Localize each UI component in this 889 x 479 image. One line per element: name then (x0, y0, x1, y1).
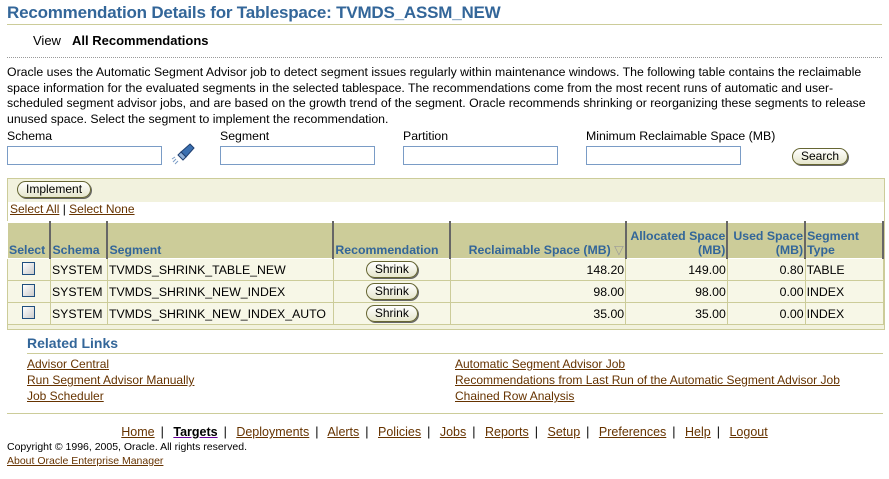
col-schema[interactable]: Schema (49, 221, 109, 259)
select-none-link[interactable]: Select None (69, 202, 135, 216)
row-checkbox[interactable] (22, 283, 36, 297)
cell-type: TABLE (804, 258, 884, 281)
footer-reports-link[interactable]: Reports (484, 425, 529, 439)
partition-input[interactable] (403, 146, 558, 165)
row-checkbox[interactable] (22, 261, 36, 275)
cell-schema: SYSTEM (49, 258, 108, 281)
segment-input[interactable] (220, 146, 375, 165)
cell-segment: TVMDS_SHRINK_TABLE_NEW (106, 258, 334, 281)
last-run-recommendations-link[interactable]: Recommendations from Last Run of the Aut… (455, 373, 840, 387)
view-value: All Recommendations (72, 33, 209, 48)
recommendations-table: Select Schema Segment Recommendation Rec… (7, 221, 884, 325)
view-label: View (33, 33, 61, 48)
cell-reclaimable: 35.00 (449, 302, 627, 325)
chained-row-analysis-link[interactable]: Chained Row Analysis (455, 389, 575, 403)
cell-type: INDEX (804, 302, 884, 325)
col-used[interactable]: Used Space (MB) (726, 221, 807, 259)
table-row: SYSTEM TVMDS_SHRINK_NEW_INDEX_AUTO Shrin… (7, 302, 884, 325)
cell-type: INDEX (804, 280, 884, 303)
cell-allocated: 149.00 (625, 258, 728, 281)
cell-reclaimable: 148.20 (449, 258, 627, 281)
segment-label: Segment (220, 129, 270, 143)
implement-button[interactable]: Implement (17, 181, 92, 198)
cell-schema: SYSTEM (49, 280, 108, 303)
footer-targets-link[interactable]: Targets (173, 425, 218, 439)
min-space-label: Minimum Reclaimable Space (MB) (586, 129, 776, 143)
footer-setup-link[interactable]: Setup (547, 425, 581, 439)
cell-segment: TVMDS_SHRINK_NEW_INDEX (106, 280, 334, 303)
description: Oracle uses the Automatic Segment Adviso… (7, 65, 866, 126)
separator: | (62, 202, 70, 216)
selection-links: Select All | Select None (8, 202, 884, 221)
footer-jobs-link[interactable]: Jobs (439, 425, 467, 439)
footer-deployments-link[interactable]: Deployments (236, 425, 310, 439)
footer-help-link[interactable]: Help (685, 425, 711, 439)
divider (7, 24, 882, 25)
cell-used: 0.00 (726, 302, 806, 325)
search-button[interactable]: Search (792, 148, 849, 165)
divider (7, 413, 883, 414)
table-row: SYSTEM TVMDS_SHRINK_TABLE_NEW Shrink 148… (7, 258, 884, 281)
divider (27, 353, 883, 354)
footer-nav: Home | Targets | Deployments | Alerts | Poli… (121, 425, 768, 439)
col-segment[interactable]: Segment (106, 221, 335, 259)
job-scheduler-link[interactable]: Job Scheduler (27, 389, 104, 403)
col-allocated[interactable]: Allocated Space (MB) (625, 221, 729, 259)
footer-policies-link[interactable]: Policies (378, 425, 422, 439)
advisor-central-link[interactable]: Advisor Central (27, 357, 110, 371)
shrink-button[interactable]: Shrink (365, 261, 418, 278)
cell-used: 0.80 (726, 258, 806, 281)
schema-label: Schema (7, 129, 53, 143)
footer-logout-link[interactable]: Logout (729, 425, 768, 439)
sort-descending-icon: ▽ (614, 243, 624, 257)
col-reclaimable-label: Reclaimable Space (MB) (468, 243, 611, 257)
schema-input[interactable] (7, 146, 162, 165)
related-links-title: Related Links (27, 335, 119, 351)
footer-preferences-link[interactable]: Preferences (598, 425, 667, 439)
cell-used: 0.00 (726, 280, 806, 303)
cell-segment: TVMDS_SHRINK_NEW_INDEX_AUTO (106, 302, 334, 325)
cell-reclaimable: 98.00 (449, 280, 627, 303)
partition-label: Partition (403, 129, 449, 143)
about-oem-link[interactable]: About Oracle Enterprise Manager (7, 455, 164, 467)
cell-schema: SYSTEM (49, 302, 108, 325)
run-segment-advisor-link[interactable]: Run Segment Advisor Manually (27, 373, 195, 387)
row-checkbox[interactable] (22, 305, 36, 319)
col-select: Select (7, 221, 52, 259)
min-space-input[interactable] (586, 146, 741, 165)
col-recommendation: Recommendation (332, 221, 452, 259)
page-title: Recommendation Details for Tablespace: T… (7, 3, 501, 22)
table-row: SYSTEM TVMDS_SHRINK_NEW_INDEX Shrink 98.… (7, 280, 884, 303)
select-all-link[interactable]: Select All (10, 202, 60, 216)
col-reclaimable[interactable]: Reclaimable Space (MB) ▽ (449, 221, 627, 259)
cell-allocated: 98.00 (625, 280, 728, 303)
col-type[interactable]: Segment Type (804, 221, 884, 259)
auto-segment-advisor-job-link[interactable]: Automatic Segment Advisor Job (455, 357, 626, 371)
flashlight-icon[interactable] (170, 142, 196, 168)
footer-home-link[interactable]: Home (121, 425, 155, 439)
divider (7, 57, 882, 58)
shrink-button[interactable]: Shrink (365, 283, 418, 300)
shrink-button[interactable]: Shrink (365, 305, 418, 322)
footer-alerts-link[interactable]: Alerts (327, 425, 360, 439)
copyright: Copyright © 1996, 2005, Oracle. All righ… (7, 441, 248, 453)
table-header-row: Select Schema Segment Recommendation Rec… (7, 221, 884, 259)
cell-allocated: 35.00 (625, 302, 728, 325)
